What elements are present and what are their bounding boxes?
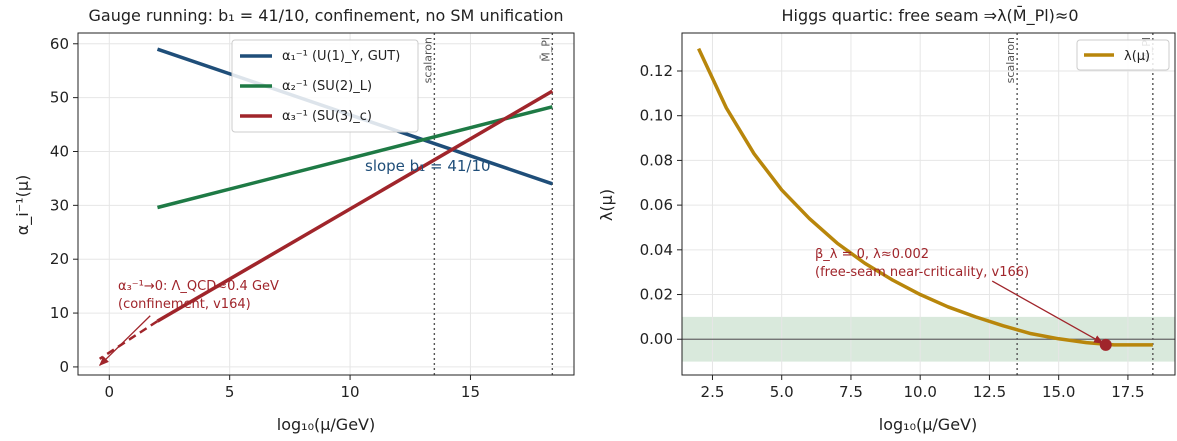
- legend-label-alpha3: α₃⁻¹ (SU(3)_c): [282, 109, 372, 124]
- right-ytick-label: 0.02: [640, 286, 673, 304]
- right-xtick-label: 7.5: [839, 383, 863, 401]
- left-ytick-label: 0: [59, 358, 69, 376]
- left-dashed-extension: [98, 320, 159, 360]
- right-ticks: 2.5 5.0 7.5 10.0 12.5 15.0 17.5 0.00 0.02 0.04 0.0…: [640, 62, 1145, 401]
- legend-label-lambda: λ(μ): [1124, 49, 1150, 64]
- confinement-annotation-line2: (confinement, v164): [118, 297, 251, 312]
- criticality-annotation-line2: (free-seam near-criticality, v166): [815, 265, 1029, 280]
- left-chart-title: Gauge running: b₁ = 41/10, confinement, …: [89, 6, 564, 25]
- right-x-axis-label: log₁₀(μ/GeV): [879, 415, 977, 434]
- left-xtick-label: 0: [105, 383, 115, 401]
- left-xtick-label: 10: [341, 383, 360, 401]
- right-ytick-label: 0.04: [640, 241, 673, 259]
- left-ytick-label: 30: [50, 196, 69, 214]
- left-x-axis-label: log₁₀(μ/GeV): [277, 415, 375, 434]
- right-ytick-label: 0.12: [640, 62, 673, 80]
- right-chart: Higgs quartic: free seam ⇒λ(M̄_Pl)≈0 sca…: [597, 6, 1176, 434]
- right-xtick-label: 12.5: [973, 383, 1006, 401]
- legend-label-alpha2: α₂⁻¹ (SU(2)_L): [282, 79, 372, 94]
- right-annotation-arrow: [991, 280, 1104, 344]
- right-vline-label-0: scalaron: [1004, 37, 1017, 83]
- right-xtick-label: 2.5: [701, 383, 725, 401]
- left-series-line-1: [157, 105, 553, 210]
- right-ytick-label: 0.06: [640, 196, 673, 214]
- right-xtick-label: 15.0: [1042, 383, 1075, 401]
- right-chart-title: Higgs quartic: free seam ⇒λ(M̄_Pl)≈0: [781, 6, 1078, 26]
- left-xtick-label: 15: [461, 383, 480, 401]
- right-plot-frame: [681, 32, 1176, 376]
- slope-annotation: slope b₁ = 41/10: [365, 157, 491, 175]
- criticality-annotation-line1: β_λ = 0, λ≈0.002: [815, 247, 929, 262]
- left-legend: α₁⁻¹ (U(1)_Y, GUT) α₂⁻¹ (SU(2)_L) α₃⁻¹ (…: [231, 39, 419, 133]
- right-ytick-label: 0.08: [640, 151, 673, 169]
- left-plot-frame: [77, 32, 575, 376]
- left-legend-box: [231, 39, 419, 133]
- left-chart: Gauge running: b₁ = 41/10, confinement, …: [13, 6, 575, 434]
- left-vline-label-1: M̄_Pl: [539, 37, 552, 62]
- right-series: [682, 47, 1175, 351]
- right-ytick-label: 0.10: [640, 107, 673, 125]
- left-vlines: scalaron M̄_Pl: [421, 33, 554, 375]
- left-ticks: 0 5 10 15 0 10 20 30 40 50 60: [50, 35, 480, 401]
- right-y-axis-label: λ(μ): [597, 189, 616, 221]
- right-xtick-label: 17.5: [1111, 383, 1144, 401]
- left-y-axis-label: α_i⁻¹(μ): [13, 175, 33, 236]
- right-ytick-label: 0.00: [640, 330, 673, 348]
- right-critical-point: [1099, 338, 1112, 351]
- left-ytick-label: 60: [50, 35, 69, 53]
- right-legend: λ(μ): [1076, 39, 1170, 71]
- right-xtick-label: 5.0: [770, 383, 794, 401]
- right-legend-box: [1076, 39, 1170, 71]
- left-ytick-label: 10: [50, 304, 69, 322]
- left-series-line-2: [156, 89, 554, 323]
- left-xtick-label: 5: [225, 383, 235, 401]
- left-vline-label-0: scalaron: [421, 37, 434, 83]
- left-ytick-label: 20: [50, 250, 69, 268]
- left-ytick-label: 40: [50, 142, 69, 160]
- legend-label-alpha1: α₁⁻¹ (U(1)_Y, GUT): [282, 49, 400, 64]
- right-xtick-label: 10.0: [903, 383, 936, 401]
- confinement-annotation-line1: α₃⁻¹→0: Λ_QCD≈0.4 GeV: [118, 279, 279, 294]
- left-annotation-arrow: [98, 315, 151, 367]
- left-ytick-label: 50: [50, 89, 69, 107]
- right-series-line-0: [697, 47, 1153, 347]
